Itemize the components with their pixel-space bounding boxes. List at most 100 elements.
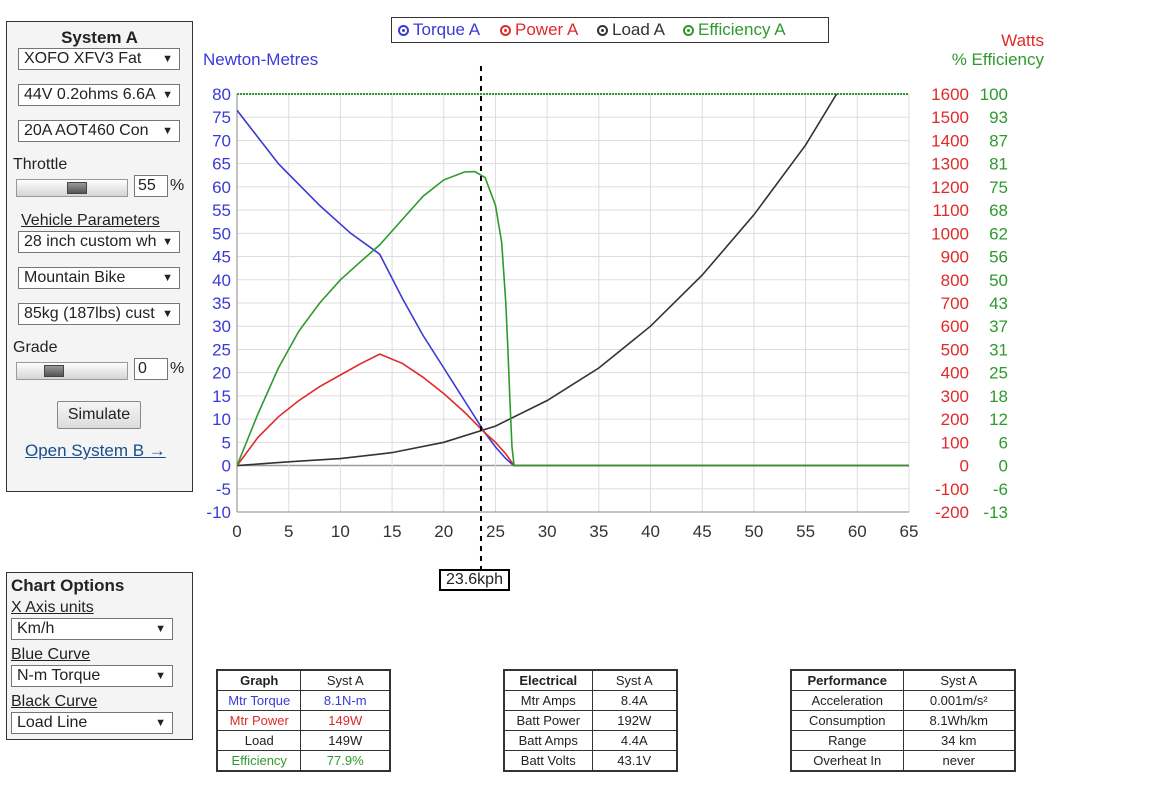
grade-input[interactable]: 0 [134,358,168,380]
x-units-label: X Axis units [11,599,94,616]
y-left-tick-label: 80 [212,85,231,104]
throttle-input[interactable]: 55 [134,175,168,197]
table-cell: Efficiency [216,750,302,772]
table-row: Load 149W [216,730,391,751]
bike-type-select[interactable]: Mountain Bike ▼ [18,267,180,289]
weight-select[interactable]: 85kg (187lbs) cust ▼ [18,303,180,325]
y-efficiency-tick-label: 75 [989,178,1008,197]
y-left-tick-label: 50 [212,224,231,243]
table-row: Batt Power 192W [503,710,678,731]
y-left-tick-label: -10 [206,503,231,522]
grade-label: Grade [13,339,58,356]
wheel-select-value: 28 inch custom wh [24,233,157,250]
x-tick-label: 65 [900,522,919,541]
y-efficiency-tick-label: 25 [989,364,1008,383]
speed-marker-label: 23.6kph [439,569,510,591]
x-tick-label: 0 [232,522,241,541]
grade-slider-thumb[interactable] [44,365,64,377]
y-watts-tick-label: 800 [941,271,969,290]
table-row: Range 34 km [790,730,1016,751]
x-tick-label: 35 [589,522,608,541]
throttle-slider[interactable] [16,179,128,197]
x-units-select[interactable]: Km/h ▼ [11,618,173,640]
legend-item-efficiency[interactable]: Efficiency A [683,20,786,40]
series-line-efficiency [237,170,909,467]
y-watts-tick-label: 1200 [931,178,969,197]
legend-label-torque: Torque A [413,20,481,39]
x-tick-label: 50 [744,522,763,541]
bike-type-select-value: Mountain Bike [24,269,126,286]
open-system-b-link[interactable]: Open System B → [25,441,166,460]
y-watts-tick-label: 1300 [931,155,969,174]
black-curve-label: Black Curve [11,693,98,710]
legend-item-load[interactable]: Load A [597,20,665,40]
x-tick-label: 5 [284,522,293,541]
y-watts-tick-label: 400 [941,364,969,383]
chevron-down-icon: ▼ [155,623,166,635]
table-cell: Consumption [790,710,904,731]
table-cell: Acceleration [790,690,904,711]
watts-axis-title: Watts [1001,31,1044,50]
table-header-row: Electrical Syst A [503,669,678,691]
battery-select[interactable]: 44V 0.2ohms 6.6A ▼ [18,84,180,106]
motor-select[interactable]: XOFO XFV3 Fat ▼ [18,48,180,70]
table-row: Batt Amps 4.4A [503,730,678,751]
legend-label-load: Load A [612,20,665,39]
table-header-row: Performance Syst A [790,669,1016,691]
table-cell: 192W [591,710,678,731]
table-row: Consumption 8.1Wh/km [790,710,1016,731]
legend-item-power[interactable]: Power A [500,20,578,40]
y-watts-tick-label: 500 [941,340,969,359]
y-left-tick-label: 35 [212,294,231,313]
table-row: Efficiency 77.9% [216,750,391,772]
y-watts-tick-label: 100 [941,433,969,452]
left-axis-title: Newton-Metres [203,50,319,69]
wheel-select[interactable]: 28 inch custom wh ▼ [18,231,180,253]
table-cell: 43.1V [591,750,678,772]
black-curve-select[interactable]: Load Line ▼ [11,712,173,734]
y-efficiency-tick-label: 93 [989,108,1008,127]
chevron-down-icon: ▼ [162,236,173,248]
y-watts-tick-label: 1400 [931,131,969,150]
radio-icon [597,25,608,36]
y-left-tick-label: 70 [212,131,231,150]
simulate-button[interactable]: Simulate [57,401,141,429]
y-watts-tick-label: 1500 [931,108,969,127]
y-watts-tick-label: 900 [941,248,969,267]
y-watts-tick-label: 1000 [931,224,969,243]
x-tick-label: 40 [641,522,660,541]
table-cell: 149W [300,710,391,731]
y-efficiency-tick-label: 43 [989,294,1008,313]
chevron-down-icon: ▼ [155,717,166,729]
chevron-down-icon: ▼ [162,53,173,65]
blue-curve-select[interactable]: N-m Torque ▼ [11,665,173,687]
series-line-load [237,93,838,467]
table-row: Acceleration 0.001m/s² [790,690,1016,711]
y-efficiency-tick-label: 31 [989,340,1008,359]
y-left-tick-label: 65 [212,155,231,174]
table-cell: never [902,750,1016,772]
x-tick-label: 45 [693,522,712,541]
y-left-tick-label: 20 [212,364,231,383]
x-units-select-value: Km/h [17,620,55,637]
chart-curves [237,93,909,467]
y-watts-tick-label: 1600 [931,85,969,104]
y-efficiency-tick-label: 50 [989,271,1008,290]
x-tick-label: 25 [486,522,505,541]
table-cell: Mtr Amps [503,690,593,711]
y-watts-tick-label: 300 [941,387,969,406]
table-row: Mtr Torque 8.1N-m [216,690,391,711]
y-left-tick-label: 15 [212,387,231,406]
table-cell: Batt Power [503,710,593,731]
throttle-slider-thumb[interactable] [66,182,87,194]
table-cell: Batt Amps [503,730,593,751]
table-cell: 34 km [902,730,1016,751]
controller-select[interactable]: 20A AOT460 Con ▼ [18,120,180,142]
legend-item-torque[interactable]: Torque A [398,20,480,40]
series-line-torque [237,109,909,467]
y-left-tick-label: 10 [212,410,231,429]
grade-slider[interactable] [16,362,128,380]
blue-curve-select-value: N-m Torque [17,667,101,684]
